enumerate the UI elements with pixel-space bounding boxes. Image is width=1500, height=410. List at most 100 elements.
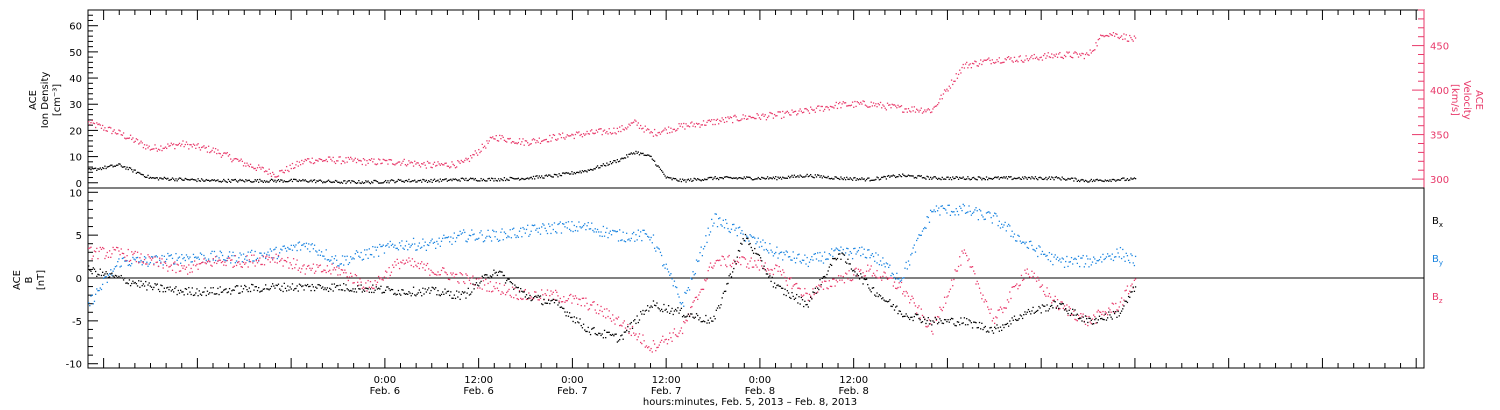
data-point (462, 161, 465, 163)
data-point (861, 276, 863, 278)
data-point (1058, 307, 1060, 310)
data-point (345, 259, 347, 261)
data-point (629, 124, 631, 127)
data-point (909, 264, 911, 266)
data-point (113, 129, 115, 131)
time-tick-label: 0:00 (374, 375, 396, 386)
data-point (592, 132, 594, 134)
data-point (952, 211, 954, 213)
data-point (998, 309, 1000, 311)
data-point (299, 249, 302, 251)
data-point (997, 309, 999, 311)
data-point (223, 152, 225, 154)
data-point (294, 246, 296, 248)
data-point (685, 316, 687, 318)
data-point (948, 321, 950, 323)
data-point (354, 253, 356, 255)
data-point (401, 162, 403, 164)
data-point (612, 132, 614, 134)
data-point (676, 310, 678, 312)
data-point (112, 166, 114, 168)
data-point (233, 255, 235, 257)
data-point (258, 286, 260, 289)
data-point (557, 295, 559, 297)
data-point (603, 164, 606, 167)
data-point (1053, 54, 1055, 56)
data-point (288, 267, 290, 269)
data-point (568, 173, 571, 175)
data-point (786, 251, 789, 253)
data-point (792, 176, 794, 178)
data-point (206, 151, 209, 153)
data-point (445, 178, 447, 180)
data-point (230, 259, 232, 261)
data-point (365, 287, 367, 289)
data-point (563, 172, 565, 174)
data-point (982, 328, 984, 331)
data-point (186, 293, 189, 295)
data-point (823, 108, 826, 111)
data-point (334, 286, 337, 288)
data-point (884, 300, 886, 302)
data-point (381, 162, 383, 164)
data-point (744, 258, 747, 260)
data-point (220, 291, 223, 293)
data-point (531, 298, 533, 300)
data-point (464, 159, 466, 162)
data-point (336, 259, 338, 261)
data-point (586, 130, 588, 133)
data-point (1119, 179, 1122, 181)
data-point (246, 162, 248, 164)
data-point (256, 262, 259, 264)
data-point (1095, 179, 1097, 181)
data-point (523, 291, 525, 293)
data-point (270, 257, 273, 259)
data-point (92, 267, 94, 269)
data-point (622, 322, 624, 324)
data-point (783, 177, 785, 179)
data-point (740, 242, 742, 245)
data-point (656, 165, 658, 167)
data-point (731, 177, 734, 180)
data-point (843, 177, 846, 179)
data-point (646, 347, 649, 349)
data-point (351, 275, 353, 278)
data-point (375, 286, 377, 288)
data-point (1120, 177, 1123, 180)
data-point (181, 291, 183, 293)
data-point (896, 287, 898, 290)
data-point (237, 261, 239, 264)
data-point (400, 179, 402, 181)
data-point (389, 274, 391, 277)
data-point (386, 244, 388, 246)
data-point (1046, 178, 1048, 181)
data-point (1075, 319, 1077, 321)
data-point (1094, 316, 1096, 318)
data-point (178, 142, 181, 145)
data-point (168, 289, 170, 291)
data-point (121, 257, 124, 260)
data-point (841, 178, 843, 180)
data-point (1019, 178, 1021, 180)
data-point (152, 257, 154, 259)
data-point (892, 303, 894, 306)
data-point (510, 176, 513, 179)
data-point (745, 235, 748, 237)
data-point (1024, 176, 1026, 178)
data-point (730, 177, 733, 179)
data-point (1124, 179, 1126, 182)
data-point (963, 67, 966, 69)
data-point (223, 264, 225, 266)
data-point (750, 257, 752, 259)
data-point (695, 259, 698, 261)
data-point (787, 292, 790, 294)
data-point (631, 325, 634, 328)
data-point (135, 257, 138, 259)
data-point (1097, 319, 1099, 321)
data-point (324, 159, 326, 162)
data-point (516, 142, 518, 145)
data-point (1051, 304, 1053, 307)
data-point (881, 107, 883, 109)
data-point (729, 231, 731, 234)
data-point (280, 259, 282, 261)
